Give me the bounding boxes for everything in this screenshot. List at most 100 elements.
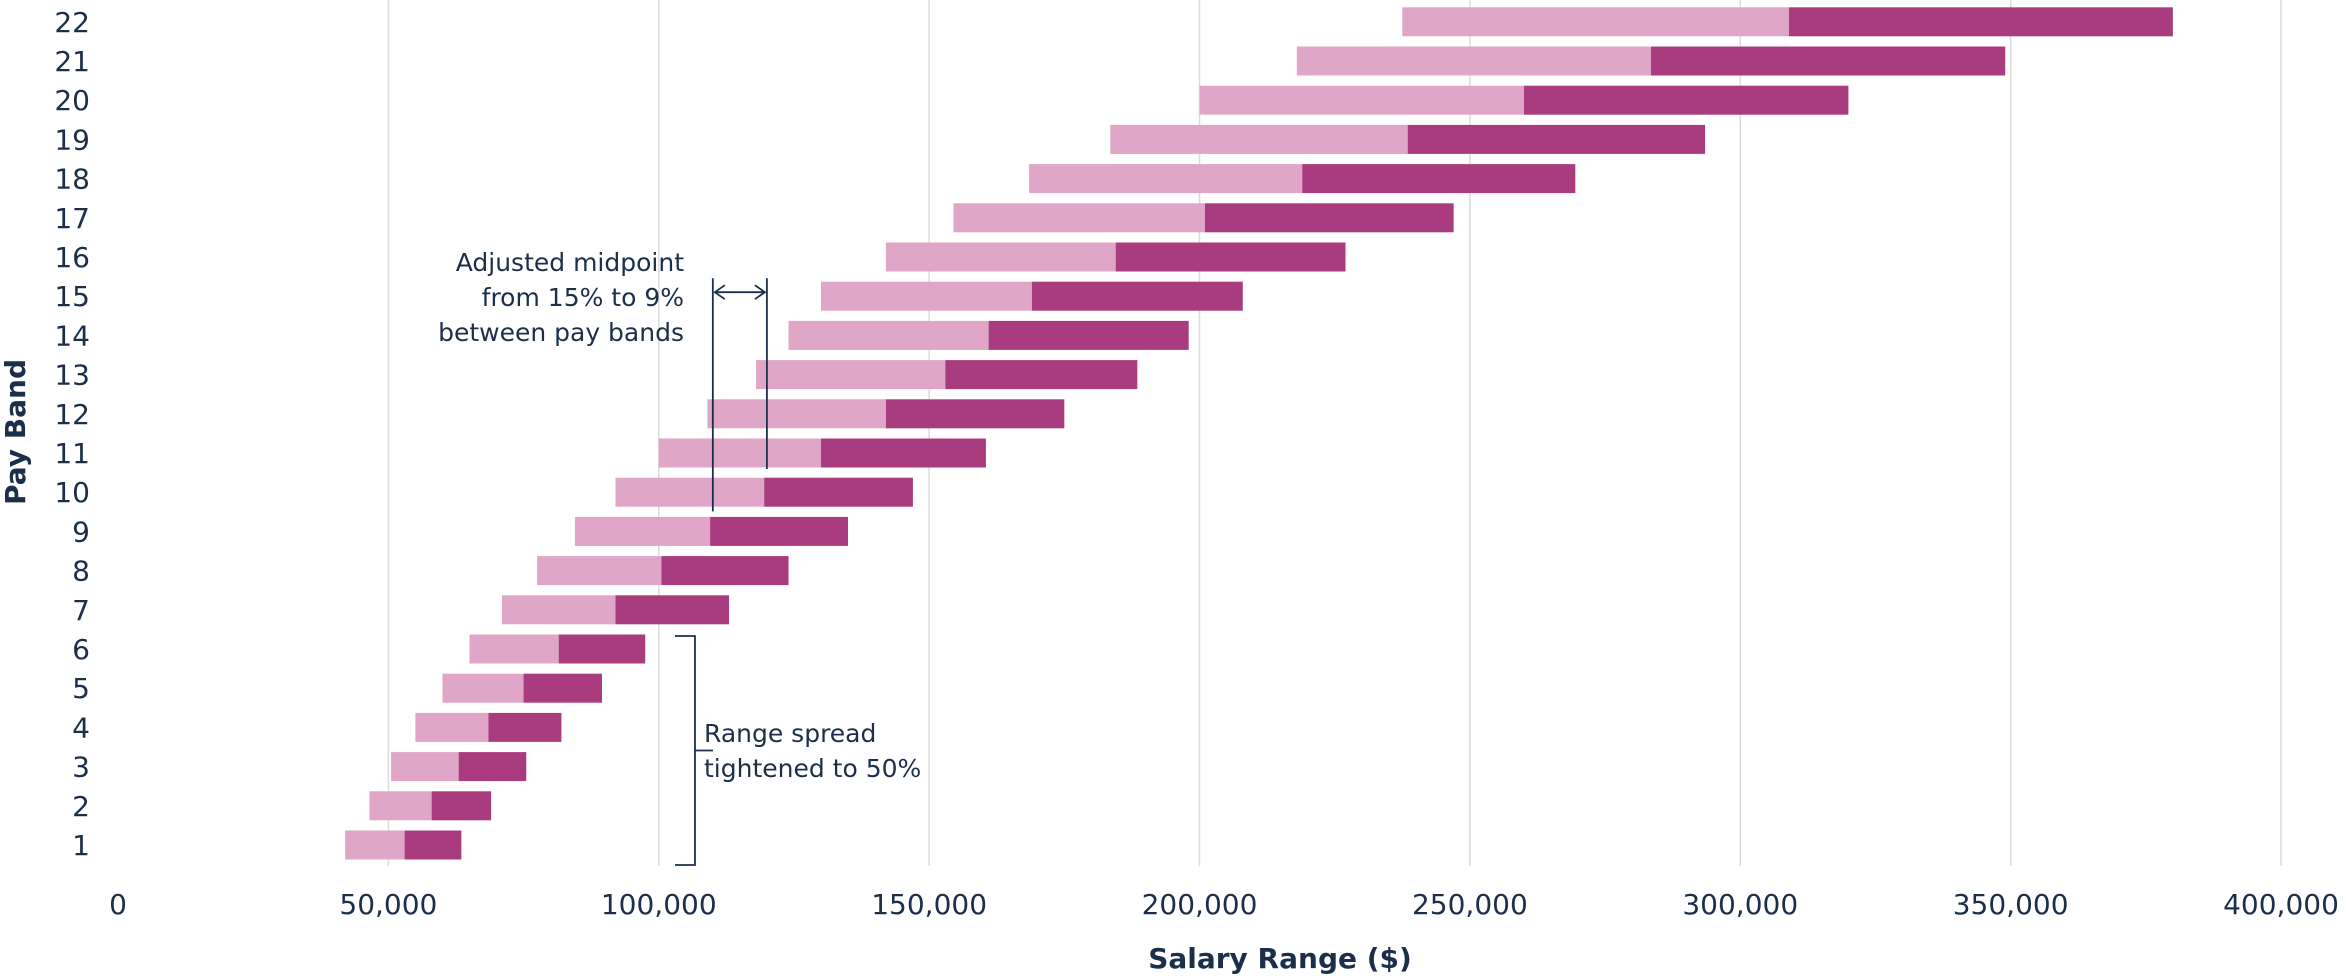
band-bar-8 xyxy=(537,556,789,586)
bar-lower-segment xyxy=(1199,85,1524,115)
y-tick-label: 2 xyxy=(72,790,90,823)
y-tick-label: 8 xyxy=(72,555,90,588)
x-tick-label: 250,000 xyxy=(1412,888,1528,921)
bar-lower-segment xyxy=(501,595,616,625)
band-bar-11 xyxy=(658,438,986,468)
x-tick-label: 400,000 xyxy=(2223,888,2339,921)
bar-lower-segment xyxy=(1402,7,1789,37)
bar-upper-segment xyxy=(1523,85,1849,115)
x-tick-label: 0 xyxy=(109,888,127,921)
y-tick-label: 4 xyxy=(72,711,90,744)
bar-lower-segment xyxy=(1110,124,1408,154)
band-bar-20 xyxy=(1199,85,1849,115)
annotation-text-line: between pay bands xyxy=(438,318,684,347)
bar-lower-segment xyxy=(885,242,1116,272)
bracket xyxy=(674,635,696,866)
band-bar-15 xyxy=(820,281,1243,311)
band-bar-2 xyxy=(369,791,492,821)
band-bar-18 xyxy=(1029,164,1576,194)
y-tick-label: 18 xyxy=(54,163,90,196)
bar-lower-segment xyxy=(615,477,765,507)
bar-upper-segment xyxy=(820,438,986,468)
annotation-midpoint: Adjusted midpoint from 15% to 9% between p… xyxy=(438,248,768,512)
bar-lower-segment xyxy=(658,438,821,468)
x-tick-label: 100,000 xyxy=(601,888,717,921)
x-tick-label: 300,000 xyxy=(1682,888,1798,921)
y-tick-label: 11 xyxy=(54,437,90,470)
bar-lower-segment xyxy=(537,556,662,586)
bar-upper-segment xyxy=(1115,242,1346,272)
bar-upper-segment xyxy=(661,556,789,586)
bar-upper-segment xyxy=(1788,7,2173,37)
bar-upper-segment xyxy=(404,830,462,860)
bar-upper-segment xyxy=(945,360,1138,390)
annotation-text-line: tightened to 50% xyxy=(704,754,921,783)
bar-upper-segment xyxy=(431,791,492,821)
bar-lower-segment xyxy=(953,203,1205,233)
bar-upper-segment xyxy=(1407,124,1706,154)
band-bar-10 xyxy=(615,477,913,507)
band-bar-14 xyxy=(788,320,1189,350)
y-tick-label: 6 xyxy=(72,633,90,666)
band-bar-1 xyxy=(345,830,462,860)
band-bar-6 xyxy=(469,634,646,664)
bar-upper-segment xyxy=(988,320,1189,350)
annotation-spread: Range spread tightened to 50% xyxy=(674,635,921,866)
bar-lower-segment xyxy=(574,516,711,546)
y-tick-label: 10 xyxy=(54,476,90,509)
band-bar-5 xyxy=(442,673,602,703)
bar-lower-segment xyxy=(345,830,405,860)
x-tick-label: 200,000 xyxy=(1142,888,1258,921)
bar-lower-segment xyxy=(1296,46,1652,76)
bar-lower-segment xyxy=(707,399,886,429)
y-tick-label: 14 xyxy=(54,319,90,352)
arrow-head-left xyxy=(713,284,726,300)
band-bar-21 xyxy=(1296,46,2006,76)
band-bar-16 xyxy=(885,242,1346,272)
bar-lower-segment xyxy=(391,752,459,782)
bar-lower-segment xyxy=(415,712,489,742)
bar-upper-segment xyxy=(523,673,602,703)
bar-upper-segment xyxy=(1031,281,1243,311)
band-bar-3 xyxy=(391,752,527,782)
y-tick-label: 19 xyxy=(54,123,90,156)
bar-upper-segment xyxy=(764,477,913,507)
y-tick-label: 15 xyxy=(54,280,90,313)
band-bar-4 xyxy=(415,712,562,742)
y-tick-label: 9 xyxy=(72,515,90,548)
x-axis-ticks: 0 50,000 100,000 150,000 200,000 250,000 300,0… xyxy=(109,888,2339,921)
band-bar-19 xyxy=(1110,124,1706,154)
band-bar-7 xyxy=(501,595,730,625)
bar-lower-segment xyxy=(788,320,989,350)
annotation-text-line: Adjusted midpoint xyxy=(456,248,684,277)
bar-lower-segment xyxy=(820,281,1032,311)
bar-lower-segment xyxy=(369,791,432,821)
bar-upper-segment xyxy=(1651,46,2006,76)
bar-upper-segment xyxy=(710,516,849,546)
arrow-head-right xyxy=(754,284,767,300)
bar-upper-segment xyxy=(558,634,646,664)
y-tick-label: 20 xyxy=(54,84,90,117)
x-tick-label: 50,000 xyxy=(339,888,437,921)
y-tick-label: 13 xyxy=(54,359,90,392)
x-axis-title: Salary Range ($) xyxy=(1148,942,1412,975)
bar-lower-segment xyxy=(442,673,524,703)
bar-lower-segment xyxy=(469,634,559,664)
bar-lower-segment xyxy=(756,360,946,390)
bar-lower-segment xyxy=(1029,164,1303,194)
band-bar-22 xyxy=(1402,7,2173,37)
y-tick-label: 3 xyxy=(72,751,90,784)
bar-upper-segment xyxy=(885,399,1065,429)
bar-upper-segment xyxy=(458,752,527,782)
band-bar-17 xyxy=(953,203,1454,233)
y-tick-label: 22 xyxy=(54,6,90,39)
annotation-text-line: Range spread xyxy=(704,719,876,748)
bars xyxy=(345,7,2173,860)
band-bar-13 xyxy=(756,360,1138,390)
y-tick-label: 7 xyxy=(72,594,90,627)
bar-upper-segment xyxy=(488,712,562,742)
annotation-text-line: from 15% to 9% xyxy=(482,283,684,312)
x-tick-label: 150,000 xyxy=(871,888,987,921)
